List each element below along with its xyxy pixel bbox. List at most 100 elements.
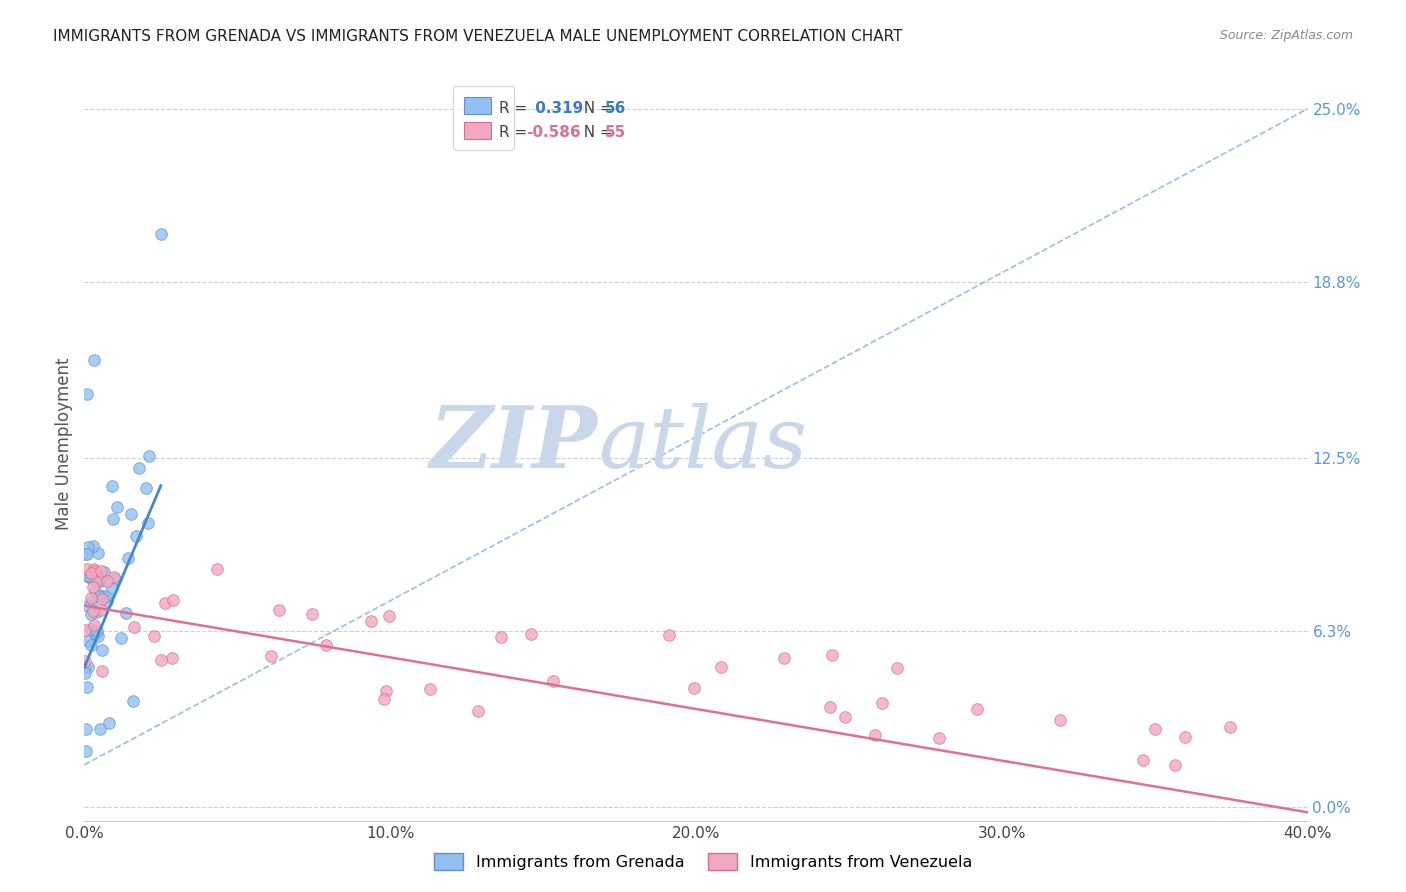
- Point: [865, 728, 887, 742]
- Point: [90, 591, 112, 606]
- Point: [94, 590, 117, 604]
- Point: [373, 692, 395, 706]
- Point: [489, 630, 512, 644]
- Point: [80, 607, 103, 621]
- Point: [162, 593, 184, 607]
- Point: [87, 589, 110, 603]
- Point: [82, 539, 104, 553]
- Y-axis label: Male Unemployment: Male Unemployment: [55, 358, 73, 530]
- Point: [89, 722, 111, 736]
- Point: [79, 622, 101, 636]
- Point: [150, 653, 173, 667]
- Point: [82, 604, 104, 618]
- Point: [86, 624, 108, 638]
- Point: [122, 693, 145, 707]
- Point: [103, 570, 125, 584]
- Point: [375, 684, 398, 698]
- Point: [80, 638, 103, 652]
- Point: [122, 620, 145, 634]
- Point: [378, 609, 401, 624]
- Point: [360, 615, 382, 629]
- Point: [870, 696, 893, 710]
- Point: [135, 481, 157, 495]
- Point: [138, 516, 160, 530]
- Point: [73, 665, 96, 680]
- Point: [259, 648, 281, 663]
- Point: [128, 460, 150, 475]
- Legend: Immigrants from Grenada, Immigrants from Venezuela: Immigrants from Grenada, Immigrants from…: [427, 847, 979, 877]
- Point: [315, 638, 337, 652]
- Point: [79, 568, 101, 582]
- Point: [83, 353, 105, 368]
- Text: R =: R =: [499, 125, 533, 139]
- Point: [83, 562, 105, 576]
- Point: [101, 478, 124, 492]
- Point: [820, 700, 842, 714]
- Point: [84, 564, 107, 578]
- Point: [966, 702, 988, 716]
- Text: N =: N =: [574, 125, 617, 139]
- Point: [77, 570, 100, 584]
- Point: [301, 607, 323, 621]
- Point: [1219, 720, 1241, 734]
- Point: [90, 572, 112, 586]
- Point: [96, 594, 118, 608]
- Point: [886, 661, 908, 675]
- Point: [419, 682, 441, 697]
- Text: 56: 56: [605, 102, 626, 116]
- Point: [73, 623, 96, 637]
- Point: [96, 574, 118, 589]
- Point: [928, 731, 950, 746]
- Point: [821, 648, 844, 662]
- Point: [267, 603, 290, 617]
- Point: [76, 547, 98, 561]
- Point: [90, 589, 112, 603]
- Point: [149, 227, 172, 242]
- Point: [153, 596, 176, 610]
- Point: [104, 573, 127, 587]
- Point: [84, 584, 107, 599]
- Point: [77, 569, 100, 583]
- Point: [834, 709, 856, 723]
- Point: [75, 654, 97, 668]
- Point: [160, 651, 183, 665]
- Point: [101, 512, 124, 526]
- Text: IMMIGRANTS FROM GRENADA VS IMMIGRANTS FROM VENEZUELA MALE UNEMPLOYMENT CORRELATI: IMMIGRANTS FROM GRENADA VS IMMIGRANTS FR…: [53, 29, 903, 44]
- Text: atlas: atlas: [598, 402, 807, 485]
- Point: [93, 565, 115, 579]
- Point: [1164, 757, 1187, 772]
- Point: [76, 540, 98, 554]
- Text: -0.586: -0.586: [526, 125, 581, 139]
- Point: [97, 715, 120, 730]
- Text: 55: 55: [605, 125, 626, 139]
- Text: N =: N =: [574, 102, 617, 116]
- Point: [75, 722, 97, 736]
- Point: [1143, 722, 1166, 736]
- Point: [125, 529, 148, 543]
- Point: [80, 566, 103, 581]
- Point: [82, 580, 104, 594]
- Point: [658, 628, 681, 642]
- Point: [110, 631, 132, 645]
- Point: [143, 629, 166, 643]
- Point: [90, 564, 112, 578]
- Point: [1174, 730, 1197, 744]
- Point: [138, 449, 160, 463]
- Point: [772, 651, 794, 665]
- Point: [80, 571, 103, 585]
- Point: [76, 562, 98, 576]
- Point: [120, 507, 142, 521]
- Point: [77, 660, 100, 674]
- Point: [1132, 753, 1154, 767]
- Point: [467, 704, 489, 718]
- Text: 0.319: 0.319: [530, 102, 583, 116]
- Point: [79, 591, 101, 606]
- Point: [90, 603, 112, 617]
- Point: [91, 664, 114, 678]
- Point: [76, 681, 98, 695]
- Point: [83, 627, 105, 641]
- Point: [100, 581, 122, 595]
- Point: [520, 627, 543, 641]
- Point: [683, 681, 706, 696]
- Point: [77, 599, 100, 613]
